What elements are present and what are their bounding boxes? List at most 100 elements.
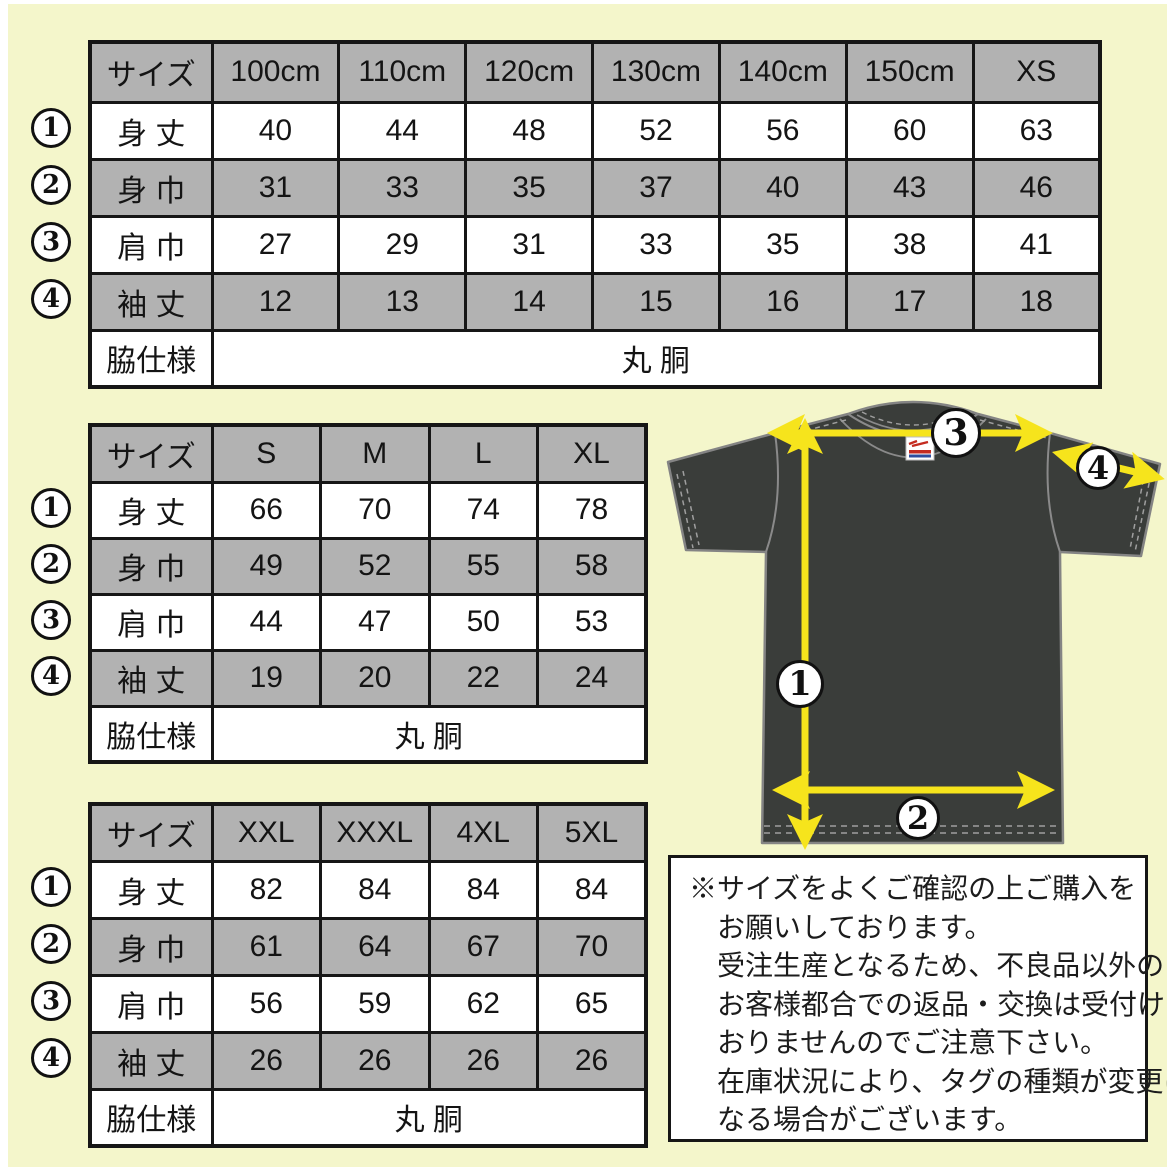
kids-table-row-numbers: 1 2 3 4 [31,108,71,319]
size-value: 18 [971,271,1102,332]
size-value: 58 [536,536,648,596]
size-value: 47 [319,592,431,652]
size-value: 66 [210,480,322,540]
size-value: 70 [319,480,431,540]
size-value: 46 [971,157,1102,218]
size-value: 12 [210,271,341,332]
size-value: 24 [536,648,648,708]
size-value: 50 [427,592,539,652]
size-value: 29 [337,214,468,275]
row-number-badge: 3 [31,981,71,1021]
row-number-badge: 4 [31,1038,71,1078]
header-cell: サイズ [88,423,214,484]
table-row: 身 丈 66 70 74 78 [88,480,648,540]
measure-badge-2: 2 [896,796,940,840]
adult-table-row-numbers: 1 2 3 4 [31,488,71,696]
measure-label: 身 丈 [88,859,214,920]
table-row: 身 巾 61 64 67 70 [88,916,648,977]
notice-line: おりませんのでご注意下さい。 [717,1027,1109,1058]
tshirt-body [666,400,1162,845]
size-value: 13 [337,271,468,332]
footer-label: 脇仕様 [88,704,214,764]
size-value: 60 [844,100,975,161]
header-cell: 140cm [717,40,848,104]
measure-label: 身 巾 [88,536,214,596]
footer-value: 丸 胴 [210,704,648,764]
header-cell: 150cm [844,40,975,104]
size-value: 64 [319,916,431,977]
size-value: 14 [464,271,595,332]
size-value: 59 [319,973,431,1034]
left-cuff-stitch [676,470,700,549]
size-value: 70 [536,916,648,977]
size-value: 52 [591,100,721,161]
brand-tag [905,436,935,461]
size-table-adult: サイズ S M L XL 身 丈 66 70 74 78 身 巾 49 52 55 58 肩 巾 44 47 50 5… [88,423,648,764]
size-value: 26 [536,1030,648,1091]
measure-label: 袖 丈 [88,648,214,708]
size-value: 27 [210,214,341,275]
measure-label: 身 丈 [88,480,214,540]
header-cell: S [210,423,322,484]
big-table-row-numbers: 1 2 3 4 [31,867,71,1078]
size-value: 31 [464,214,595,275]
size-value: 55 [427,536,539,596]
row-number-badge: 2 [31,544,71,584]
footer-value: 丸 胴 [210,1087,648,1148]
size-value: 63 [971,100,1102,161]
size-value: 26 [427,1030,539,1091]
row-number-badge: 4 [31,656,71,696]
size-value: 43 [844,157,975,218]
measure-label: 袖 丈 [88,1030,214,1091]
size-value: 61 [210,916,322,977]
table-row: 肩 巾 27 29 31 33 35 38 41 [88,214,1102,275]
size-value: 84 [536,859,648,920]
size-value: 40 [717,157,848,218]
size-value: 65 [536,973,648,1034]
size-value: 49 [210,536,322,596]
header-cell: 5XL [536,802,648,863]
size-table-kids: サイズ 100cm 110cm 120cm 130cm 140cm 150cm XS 身 丈 40… [88,40,1102,389]
size-value: 56 [717,100,848,161]
size-value: 52 [319,536,431,596]
size-value: 20 [319,648,431,708]
size-value: 82 [210,859,322,920]
table-row: 身 巾 31 33 35 37 40 43 46 [88,157,1102,218]
tshirt-illustration [666,400,1165,850]
size-value: 56 [210,973,322,1034]
size-value: 15 [591,271,721,332]
header-cell: 4XL [427,802,539,863]
header-cell: サイズ [88,40,214,104]
size-value: 62 [427,973,539,1034]
size-value: 35 [717,214,848,275]
header-cell: L [427,423,539,484]
size-value: 19 [210,648,322,708]
size-value: 44 [210,592,322,652]
size-value: 44 [337,100,468,161]
table-row: 袖 丈 26 26 26 26 [88,1030,648,1091]
header-cell: 120cm [464,40,595,104]
size-value: 48 [464,100,595,161]
size-value: 26 [210,1030,322,1091]
body-length-arrow [787,418,823,850]
table-row: 身 丈 40 44 48 52 56 60 63 [88,100,1102,161]
size-value: 35 [464,157,595,218]
header-cell: サイズ [88,802,214,863]
measure-badge-3: 3 [931,408,981,458]
measure-badge-1: 1 [776,660,824,708]
body-width-arrow [772,771,1055,809]
size-value: 33 [591,214,721,275]
tshirt-measurement-diagram: 3 4 1 2 [660,400,1167,860]
size-value: 78 [536,480,648,540]
row-number-badge: 3 [31,222,71,262]
row-number-badge: 1 [31,488,71,528]
measure-label: 身 丈 [88,100,214,161]
left-sleeve-seam [765,432,779,553]
size-value: 53 [536,592,648,652]
header-cell: XXXL [319,802,431,863]
measure-label: 身 巾 [88,157,214,218]
size-value: 26 [319,1030,431,1091]
size-value: 22 [427,648,539,708]
notice-line: ※サイズをよくご確認の上ご購入を [689,873,1137,904]
table-row: 肩 巾 44 47 50 53 [88,592,648,652]
